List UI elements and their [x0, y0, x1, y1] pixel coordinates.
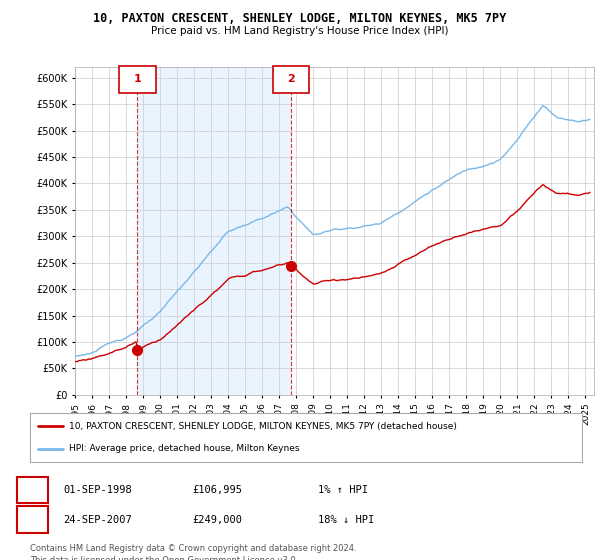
Text: £249,000: £249,000 [192, 515, 242, 525]
FancyBboxPatch shape [119, 66, 155, 94]
Text: 1% ↑ HPI: 1% ↑ HPI [318, 485, 368, 495]
Text: 01-SEP-1998: 01-SEP-1998 [63, 485, 132, 495]
Text: 2: 2 [287, 74, 295, 85]
Text: Contains HM Land Registry data © Crown copyright and database right 2024.
This d: Contains HM Land Registry data © Crown c… [30, 544, 356, 560]
Text: 2: 2 [29, 515, 36, 525]
Text: 18% ↓ HPI: 18% ↓ HPI [318, 515, 374, 525]
Text: Price paid vs. HM Land Registry's House Price Index (HPI): Price paid vs. HM Land Registry's House … [151, 26, 449, 36]
Text: 1: 1 [29, 485, 36, 495]
Text: £106,995: £106,995 [192, 485, 242, 495]
Text: 1: 1 [134, 74, 141, 85]
Bar [137, 67, 291, 395]
FancyBboxPatch shape [273, 66, 310, 94]
Text: 10, PAXTON CRESCENT, SHENLEY LODGE, MILTON KEYNES, MK5 7PY (detached house): 10, PAXTON CRESCENT, SHENLEY LODGE, MILT… [68, 422, 457, 431]
Text: HPI: Average price, detached house, Milton Keynes: HPI: Average price, detached house, Milt… [68, 444, 299, 453]
Text: 24-SEP-2007: 24-SEP-2007 [63, 515, 132, 525]
Text: 10, PAXTON CRESCENT, SHENLEY LODGE, MILTON KEYNES, MK5 7PY: 10, PAXTON CRESCENT, SHENLEY LODGE, MILT… [94, 12, 506, 25]
